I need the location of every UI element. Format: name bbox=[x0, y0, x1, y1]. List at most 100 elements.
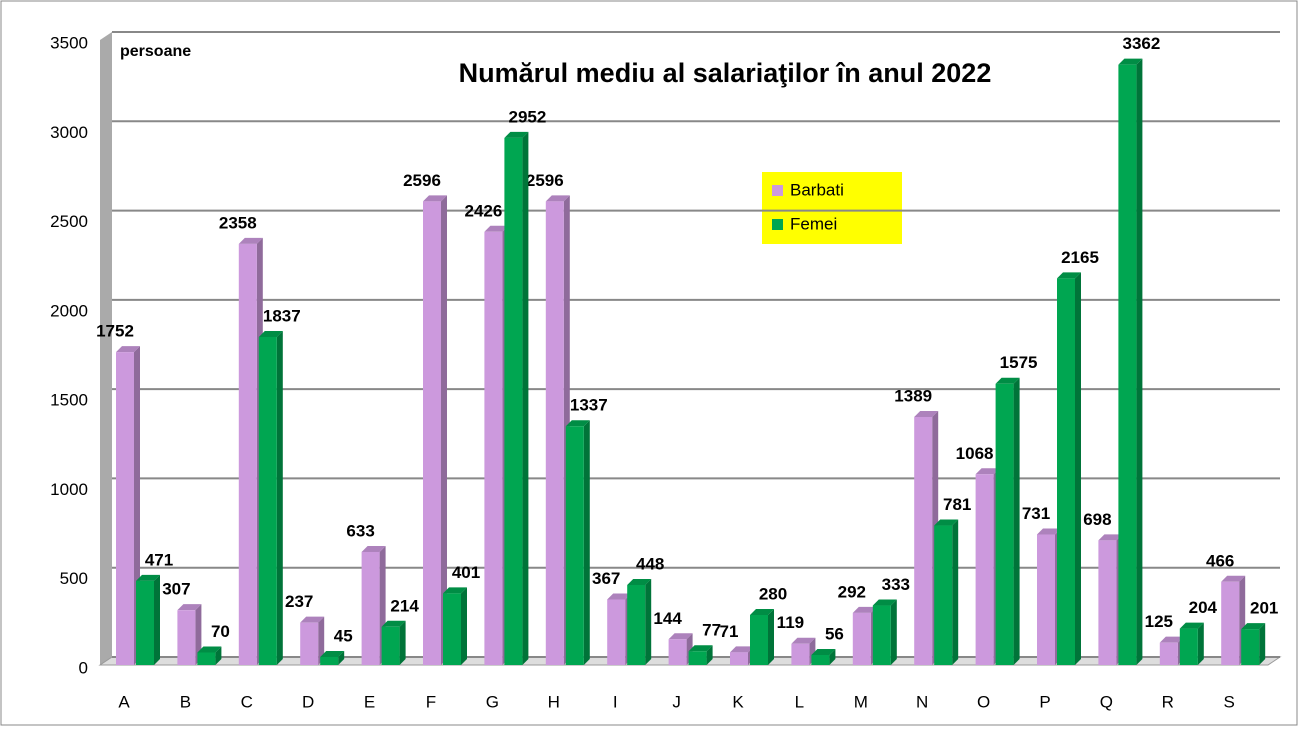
value-label: 471 bbox=[145, 550, 173, 569]
value-label: 698 bbox=[1083, 510, 1111, 529]
bar bbox=[258, 336, 277, 665]
bar-side bbox=[1197, 622, 1204, 665]
bar bbox=[688, 651, 707, 665]
bar-side bbox=[952, 519, 959, 665]
bar-top bbox=[1098, 534, 1123, 541]
value-label: 1389 bbox=[894, 386, 932, 405]
x-tick-label: B bbox=[180, 692, 191, 711]
value-label: 307 bbox=[162, 580, 190, 599]
bar-top bbox=[565, 420, 590, 427]
x-tick-label: C bbox=[241, 692, 253, 711]
value-label: 2165 bbox=[1061, 248, 1099, 267]
bar bbox=[484, 231, 503, 666]
value-label: 2426 bbox=[464, 201, 502, 220]
bar bbox=[504, 137, 523, 665]
x-tick-label: M bbox=[854, 692, 868, 711]
bar-top bbox=[607, 593, 632, 600]
bar-side bbox=[441, 195, 447, 665]
bar-top bbox=[545, 195, 570, 202]
bar-top bbox=[627, 579, 652, 585]
y-tick-label: 500 bbox=[60, 569, 88, 588]
bar bbox=[565, 426, 584, 665]
bar-top bbox=[177, 604, 202, 611]
bar-side bbox=[154, 574, 160, 665]
bar bbox=[975, 474, 994, 665]
bar-top bbox=[381, 620, 406, 627]
bar bbox=[361, 551, 380, 665]
value-label: 125 bbox=[1145, 612, 1173, 631]
x-tick-label: E bbox=[364, 692, 375, 711]
bar bbox=[872, 605, 891, 665]
bar-side bbox=[1075, 272, 1081, 665]
legend-swatch bbox=[772, 219, 783, 230]
value-label: 1575 bbox=[1000, 353, 1038, 372]
bar-top bbox=[1221, 575, 1246, 582]
annotation: persoane bbox=[120, 43, 191, 60]
bar-top bbox=[750, 609, 774, 615]
value-label: 731 bbox=[1022, 504, 1050, 523]
y-tick-label: 3000 bbox=[50, 123, 88, 142]
bar-top bbox=[258, 330, 283, 337]
bar bbox=[381, 626, 400, 665]
y-tick-label: 2500 bbox=[50, 212, 88, 231]
bar-top bbox=[975, 468, 1000, 475]
bar bbox=[1241, 629, 1260, 665]
bar bbox=[197, 652, 216, 665]
value-label: 77 bbox=[702, 621, 721, 640]
legend-label: Barbati bbox=[790, 180, 844, 199]
x-tick-label: A bbox=[118, 692, 130, 711]
bar bbox=[423, 201, 441, 665]
bar bbox=[914, 416, 933, 665]
x-tick-label: L bbox=[795, 692, 804, 711]
bar-side bbox=[1259, 623, 1266, 665]
value-label: 2952 bbox=[508, 107, 546, 126]
bar-top bbox=[668, 633, 693, 640]
bar-top bbox=[197, 646, 222, 653]
bar-top bbox=[320, 650, 345, 657]
bar bbox=[177, 610, 196, 665]
bar-side bbox=[768, 609, 774, 665]
bar-side bbox=[890, 599, 897, 665]
bar bbox=[934, 525, 953, 665]
bar-side bbox=[318, 616, 325, 665]
bar bbox=[238, 243, 257, 665]
bar bbox=[320, 656, 339, 665]
bar-side bbox=[215, 646, 222, 665]
bar-top bbox=[423, 195, 447, 202]
value-label: 2596 bbox=[403, 171, 441, 190]
value-label: 333 bbox=[882, 575, 910, 594]
value-label: 56 bbox=[825, 624, 844, 643]
bar-top bbox=[116, 346, 140, 353]
bar bbox=[811, 655, 830, 665]
bar-side bbox=[829, 649, 836, 665]
bar bbox=[116, 352, 134, 665]
value-label: 781 bbox=[943, 495, 971, 514]
x-tick-label: R bbox=[1162, 692, 1174, 711]
x-tick-label: S bbox=[1224, 692, 1235, 711]
bar bbox=[1221, 581, 1240, 665]
value-label: 292 bbox=[838, 582, 866, 601]
bar-side bbox=[522, 131, 529, 665]
value-label: 119 bbox=[777, 613, 804, 632]
y-tick-label: 0 bbox=[79, 658, 88, 677]
bar-side bbox=[706, 645, 713, 665]
y-tick-label: 2000 bbox=[50, 301, 88, 320]
bar bbox=[852, 612, 871, 665]
bar-side bbox=[276, 330, 283, 665]
x-tick-label: O bbox=[977, 692, 990, 711]
bar-top bbox=[300, 616, 325, 623]
bar-side bbox=[583, 420, 590, 665]
value-label: 214 bbox=[390, 596, 419, 615]
x-tick-label: H bbox=[548, 692, 560, 711]
chart-title: Numărul mediu al salariaţilor în anul 20… bbox=[459, 58, 992, 88]
bar bbox=[443, 593, 461, 665]
bar bbox=[668, 639, 687, 665]
legend-swatch bbox=[772, 185, 783, 196]
y-tick-label: 1500 bbox=[50, 391, 88, 410]
bar bbox=[136, 580, 154, 665]
x-tick-label: D bbox=[302, 692, 314, 711]
x-tick-label: N bbox=[916, 692, 928, 711]
bar-top bbox=[811, 649, 836, 655]
value-label: 1837 bbox=[263, 306, 301, 325]
bar-top bbox=[852, 606, 877, 613]
